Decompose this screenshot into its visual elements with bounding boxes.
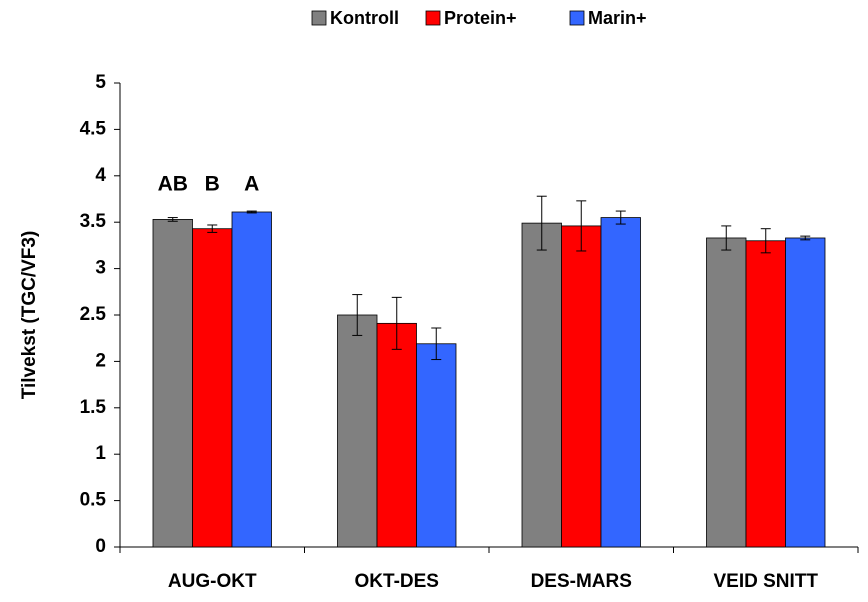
- legend-label: Protein+: [444, 8, 517, 28]
- x-tick-label: DES-MARS: [531, 571, 632, 592]
- y-tick-label: 0: [95, 536, 106, 557]
- y-tick-label: 2.5: [80, 304, 107, 325]
- legend-label: Kontroll: [330, 8, 399, 28]
- error-bar: [721, 225, 732, 251]
- y-tick-label: 3.5: [80, 211, 107, 232]
- error-bar: [431, 327, 442, 361]
- error-bar: [391, 296, 402, 350]
- y-tick-label: 1: [95, 443, 106, 464]
- error-bar: [536, 195, 547, 251]
- bar: [231, 211, 272, 548]
- bar: [745, 240, 786, 548]
- error-bar: [167, 217, 178, 222]
- y-tick-label: 1.5: [80, 397, 107, 418]
- error-bar: [576, 200, 587, 252]
- error-bar: [760, 228, 771, 254]
- y-tick-label: 3: [95, 258, 106, 279]
- bar: [706, 237, 747, 548]
- x-tick-label: AUG-OKT: [168, 571, 257, 592]
- annotation: A: [244, 173, 259, 196]
- bar: [561, 225, 602, 548]
- x-tick-label: OKT-DES: [355, 571, 439, 592]
- error-bar: [246, 210, 257, 214]
- error-bar: [207, 224, 218, 233]
- y-tick-label: 0.5: [80, 490, 107, 511]
- y-tick-label: 4: [95, 165, 106, 186]
- error-bar: [615, 210, 626, 225]
- bar: [152, 219, 193, 548]
- error-bar: [352, 294, 363, 336]
- legend-swatch: [425, 10, 441, 26]
- legend-swatch: [311, 10, 327, 26]
- y-axis-label: Tilvekst (TGC/VF3): [19, 231, 40, 400]
- y-tick-label: 2: [95, 350, 106, 371]
- annotation: B: [205, 173, 220, 196]
- bar: [521, 222, 562, 548]
- bar: [416, 343, 457, 548]
- error-bar: [800, 235, 811, 241]
- bar: [785, 237, 826, 548]
- bar: [600, 217, 641, 548]
- bar: [192, 228, 233, 548]
- bar: [337, 314, 378, 548]
- bar: [376, 322, 417, 548]
- x-tick-label: VEID SNITT: [713, 571, 818, 592]
- legend-swatch: [569, 10, 585, 26]
- legend-label: Marin+: [588, 8, 647, 28]
- y-tick-label: 5: [95, 72, 106, 93]
- y-tick-label: 4.5: [80, 118, 107, 139]
- annotation: AB: [158, 173, 188, 196]
